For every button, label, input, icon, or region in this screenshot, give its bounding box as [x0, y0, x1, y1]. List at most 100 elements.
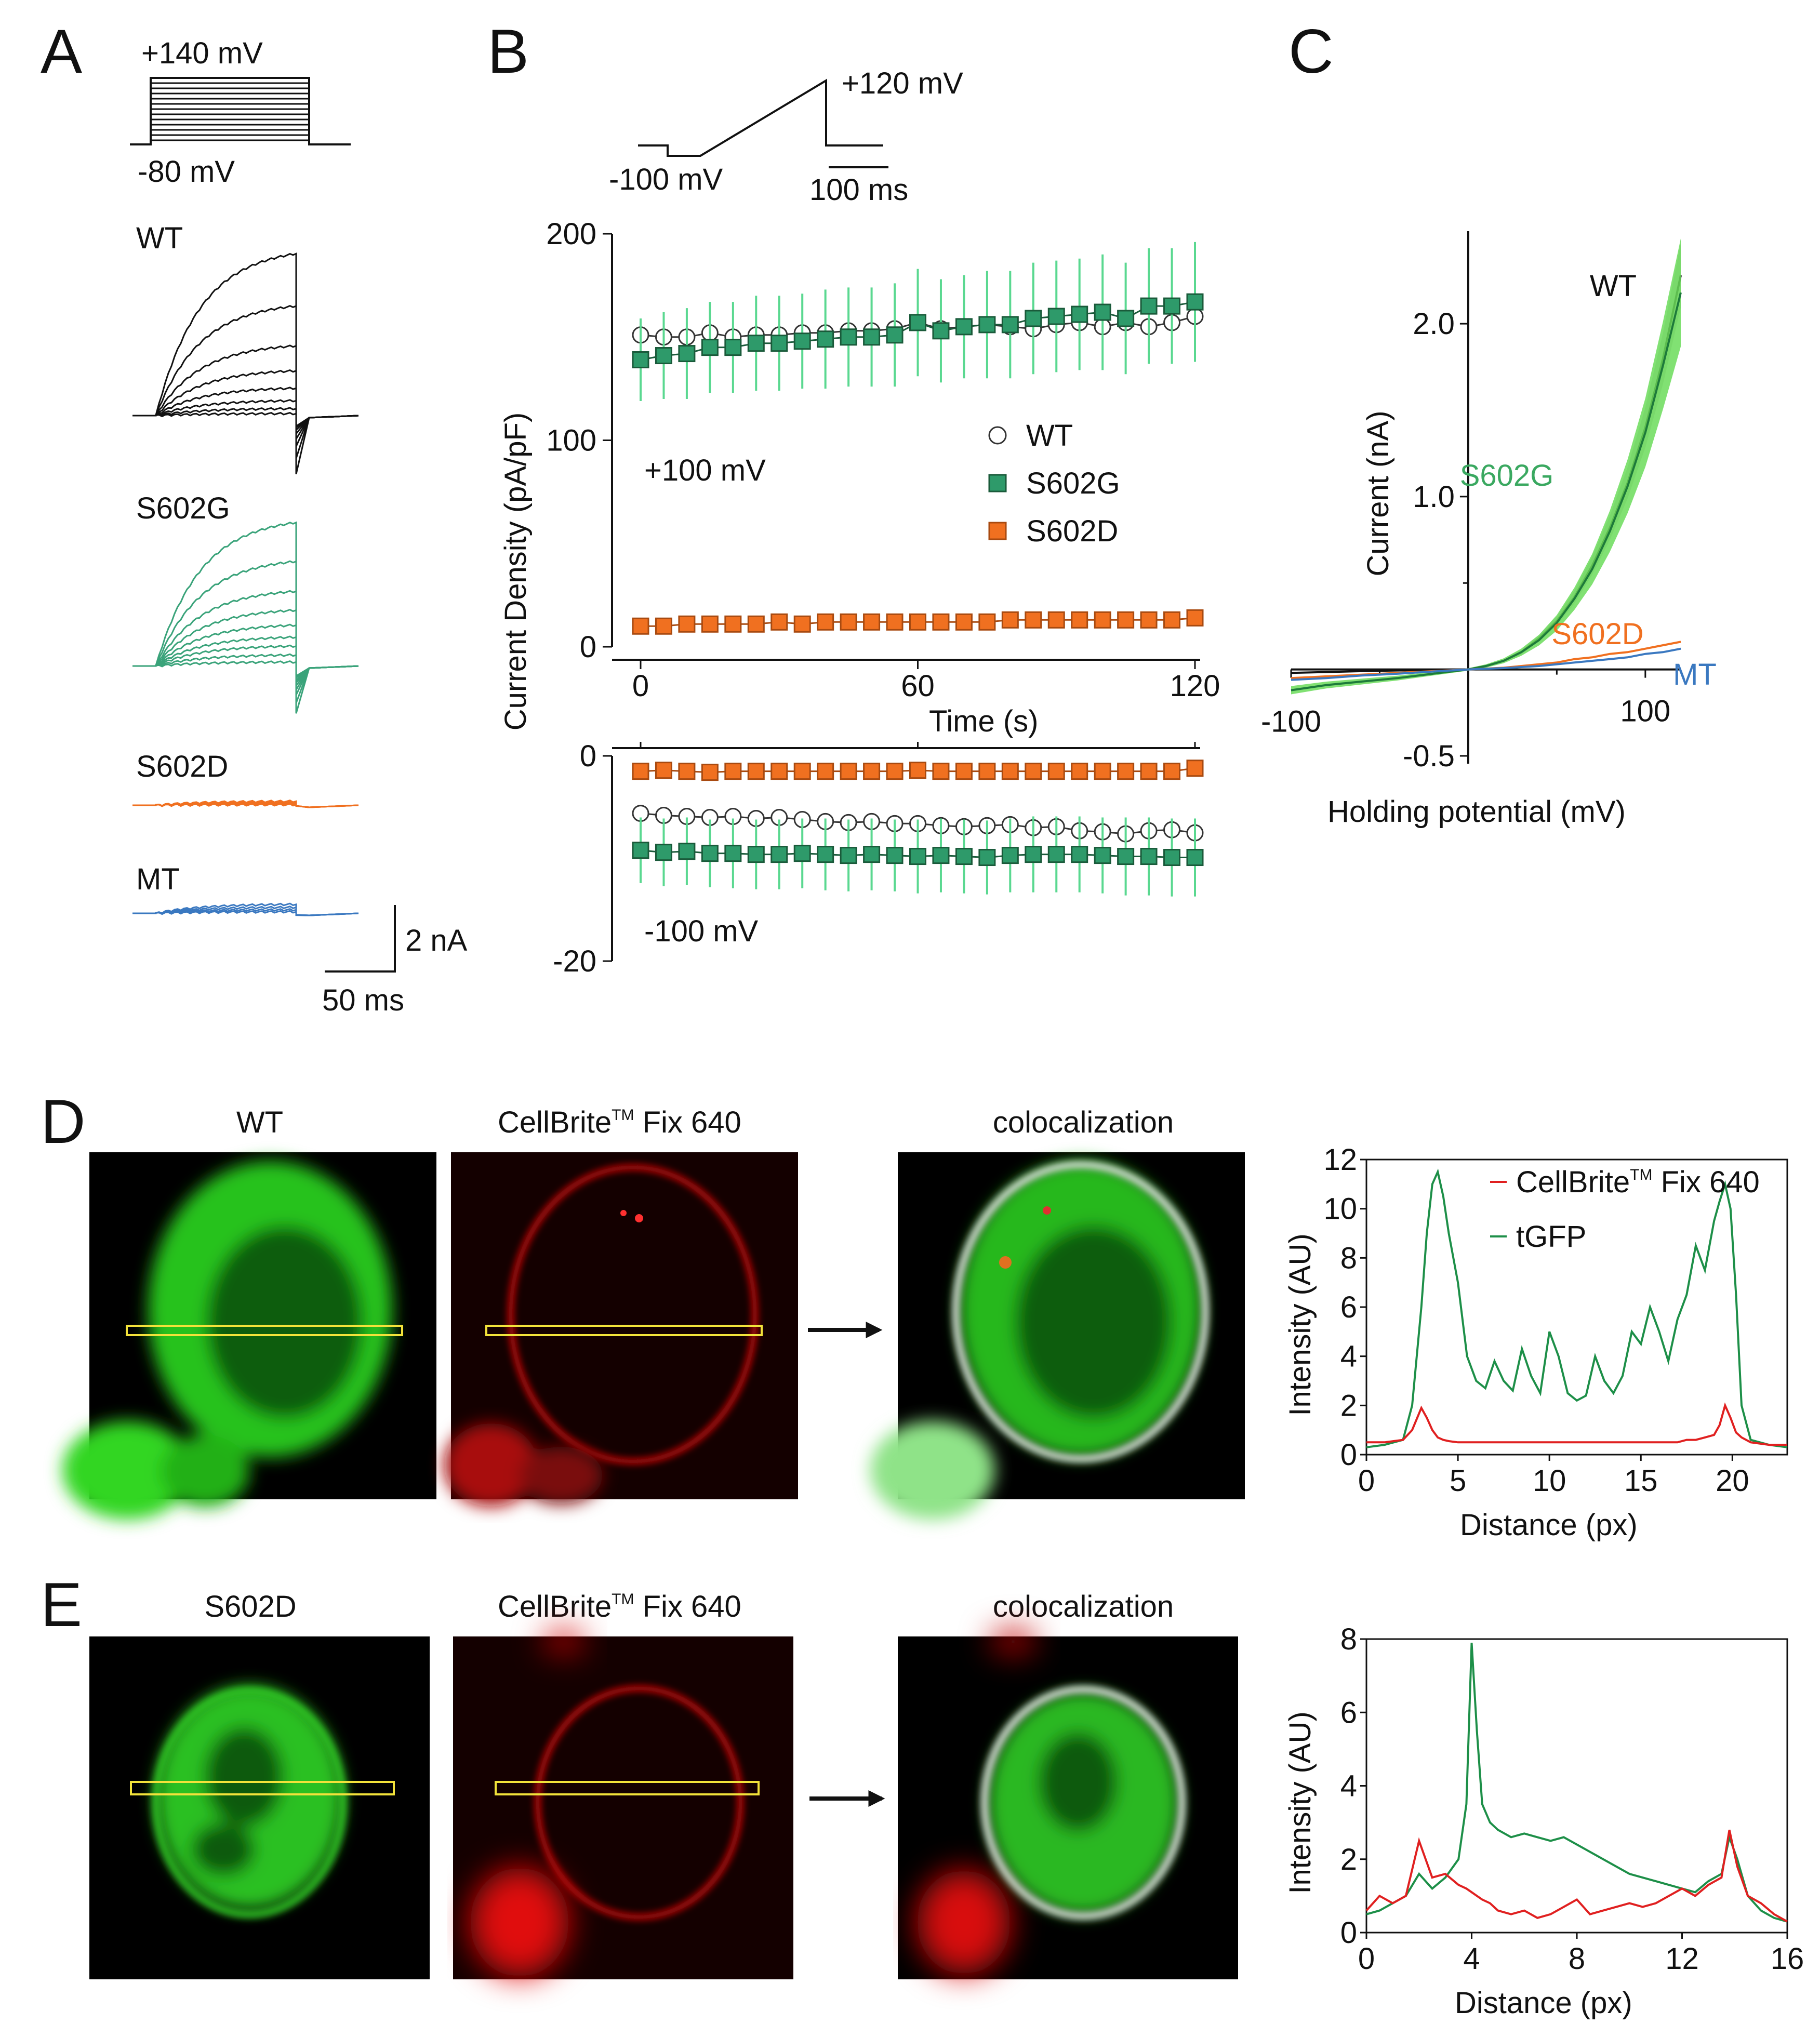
b-point-s602g	[1094, 303, 1111, 321]
profile-line-tgfp	[1366, 1642, 1788, 1923]
profile-x-tick-label: 10	[1533, 1464, 1566, 1498]
b-point-s602g	[632, 351, 649, 368]
profile-x-tick-label: 16	[1771, 1942, 1804, 1976]
voltage-protocol-a: +140 mV -80 mV	[130, 36, 351, 189]
current-trace	[132, 304, 359, 459]
current-trace	[132, 653, 359, 680]
b-point-s602g	[632, 842, 649, 859]
b-x-tick-label: 60	[901, 669, 935, 703]
current-trace	[132, 407, 359, 430]
b-point-s602g	[793, 845, 811, 862]
b-point-s602d	[932, 613, 950, 631]
b-point-s602d	[655, 617, 672, 635]
profile-y-tick-label: 2	[1340, 1843, 1357, 1876]
b-point-s602d	[770, 763, 788, 780]
c-line-s602g	[1291, 292, 1682, 691]
current-trace	[132, 906, 359, 916]
current-trace	[132, 387, 359, 436]
e-title-cellbrite: CellBriteTM Fix 640	[498, 1590, 741, 1623]
b-point-s602d	[747, 615, 765, 633]
profile-line-cellbrite	[1365, 1829, 1788, 1923]
current-trace	[132, 623, 359, 688]
b-point-s602d	[632, 763, 649, 780]
b-point-s602d	[817, 763, 834, 780]
b-point-s602d	[1163, 611, 1181, 629]
panel-a: +140 mV -80 mV WT S602G S602D MT 2 nA 50…	[130, 36, 468, 1017]
profile-y-tick-label: 4	[1340, 1769, 1357, 1803]
b-point-s602g	[747, 335, 765, 352]
c-y-tick-label: 1.0	[1413, 480, 1455, 514]
b-legend-marker	[988, 474, 1007, 492]
protocol-bottom-label: -80 mV	[138, 155, 235, 189]
d-wt-roi	[126, 1325, 403, 1336]
b-point-s602g	[655, 347, 672, 365]
e-membrane-roi	[495, 1781, 760, 1795]
b-upper-y-tick-label: 200	[546, 217, 596, 251]
b-point-s602g	[863, 846, 881, 863]
traces-s602g	[132, 521, 359, 714]
b-annotation-upper: +100 mV	[644, 454, 766, 487]
panel-d: WT CellBriteTM Fix 640 colocalization	[62, 1106, 1788, 1542]
b-x-tick-label: 120	[1170, 669, 1220, 703]
c-series-label-s602g: S602G	[1460, 459, 1554, 492]
b-point-s602d	[955, 763, 973, 780]
profile-x-tick-label: 15	[1624, 1464, 1658, 1498]
trace-label-wt: WT	[136, 221, 183, 255]
e-cellbrite-fix: Fix 640	[634, 1590, 741, 1623]
c-y-tick-label: -0.5	[1403, 739, 1455, 773]
profile-x-tick-label: 20	[1716, 1464, 1749, 1498]
c-x-tick-label: 100	[1620, 695, 1670, 728]
b-point-s602g	[978, 316, 996, 334]
b-point-s602g	[1186, 849, 1204, 867]
current-trace	[132, 521, 359, 714]
b-point-s602g	[747, 846, 765, 863]
b-point-s602g	[909, 314, 926, 331]
trace-label-s602d: S602D	[136, 750, 228, 783]
b-point-s602g	[701, 339, 719, 356]
e-colocalization-image	[898, 1630, 1238, 1979]
ramp-peak-label: +120 mV	[842, 66, 963, 100]
b-point-s602d	[978, 763, 996, 780]
profile-frame	[1365, 1638, 1788, 1934]
e-cellbrite-name: CellBrite	[498, 1590, 612, 1623]
current-trace	[132, 560, 359, 703]
e-s602d-roi	[130, 1781, 395, 1795]
e-s602d-image	[89, 1636, 430, 1979]
b-point-s602g	[1094, 847, 1111, 864]
b-point-s602g	[817, 846, 834, 863]
traces-wt	[132, 252, 359, 474]
legend-cellbrite-tm: TM	[1630, 1166, 1652, 1183]
b-point-s602d	[863, 613, 881, 631]
profile-y-tick-label: 12	[1323, 1143, 1357, 1177]
b-point-s602d	[770, 613, 788, 631]
b-point-s602g	[770, 335, 788, 352]
current-trace	[132, 399, 359, 432]
b-point-s602d	[909, 762, 926, 779]
d-title-colocalization: colocalization	[993, 1106, 1174, 1139]
b-point-s602d	[724, 615, 742, 633]
b-point-s602g	[724, 339, 742, 356]
d-cellbrite-fix: Fix 640	[634, 1106, 741, 1139]
b-point-s602d	[655, 762, 672, 779]
d-title-cellbrite: CellBriteTM Fix 640	[498, 1106, 741, 1139]
b-ylabel: Current Density (pA/pF)	[499, 412, 533, 730]
c-plot: 2.0 1.0 -0.5 -100 100 WT S602G S602D MT	[1261, 231, 1717, 773]
b-point-s602g	[701, 845, 719, 862]
panel-c: 2.0 1.0 -0.5 -100 100 WT S602G S602D MT Current …	[1261, 231, 1717, 829]
b-point-s602g	[1071, 305, 1088, 323]
b-point-s602d	[909, 613, 926, 631]
scale-bar: 2 nA 50 ms	[322, 905, 468, 1017]
b-point-s602d	[1025, 611, 1042, 629]
b-x-tick-label: 0	[632, 669, 649, 703]
b-point-s602g	[1047, 308, 1065, 325]
b-lower-y-tick-label: -20	[553, 944, 596, 978]
b-point-s602d	[701, 764, 719, 781]
d-profile-xlabel: Distance (px)	[1460, 1508, 1638, 1542]
profile-y-tick-label: 6	[1340, 1290, 1357, 1324]
b-point-s602g	[655, 844, 672, 861]
d-profile-plot: 0 2 4 6 8 10 12 0 5 10 15 20	[1323, 1143, 1788, 1498]
b-annotation-lower: -100 mV	[644, 914, 759, 948]
b-point-s602g	[1071, 846, 1088, 863]
b-point-s602d	[886, 613, 904, 631]
e-profile-ylabel: Intensity (AU)	[1283, 1711, 1317, 1894]
